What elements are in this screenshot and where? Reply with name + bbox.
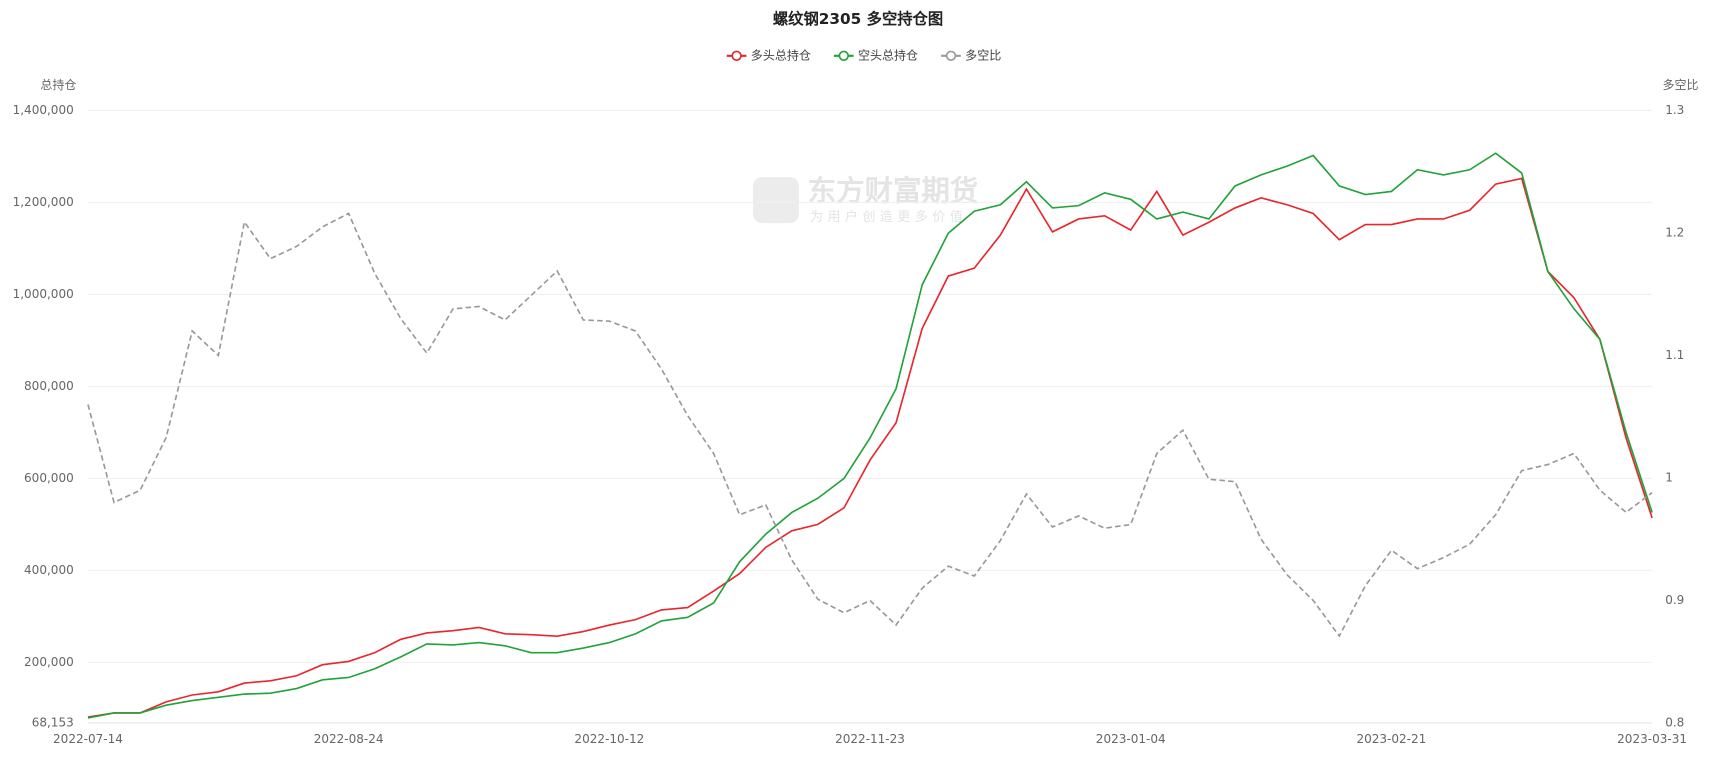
- x-tick-label: 2023-03-31: [1617, 732, 1687, 746]
- y2-tick-label: 1.3: [1665, 103, 1684, 117]
- series-line: [87, 212, 1653, 638]
- y2-tick-label: 1.2: [1665, 225, 1684, 239]
- y2-axis-title: 多空比: [1663, 78, 1699, 92]
- series-line: [87, 177, 1653, 718]
- x-tick-label: 2023-01-04: [1096, 732, 1166, 746]
- y-axis-title: 总持仓: [40, 77, 76, 92]
- y-tick-label: 1,000,000: [13, 287, 74, 301]
- y-tick-label: 68,153: [32, 715, 74, 729]
- y-tick-label: 400,000: [24, 563, 74, 577]
- y2-tick-label: 1.1: [1665, 348, 1684, 362]
- series-line: [87, 152, 1653, 719]
- x-tick-label: 2023-02-21: [1356, 732, 1426, 746]
- y-tick-label: 1,400,000: [13, 103, 74, 117]
- legend-marker: [945, 50, 957, 61]
- legend-item: 多空比: [941, 48, 1001, 62]
- legend-marker: [838, 50, 849, 61]
- legend-label: 空头总持仓: [858, 47, 918, 62]
- legend-item: 多头总持仓: [726, 47, 811, 62]
- legend-label: 多头总持仓: [751, 47, 811, 62]
- y2-tick-label: 0.9: [1665, 593, 1684, 607]
- y2-tick-label: 0.8: [1665, 715, 1684, 729]
- chart-title: 螺纹钢2305 多空持仓图: [773, 10, 943, 28]
- x-tick-label: 2022-07-14: [53, 732, 123, 746]
- x-tick-label: 2022-08-24: [314, 732, 384, 746]
- watermark-logo: [752, 177, 799, 224]
- x-tick-label: 2022-10-12: [574, 732, 644, 746]
- x-tick-label: 2022-11-23: [835, 732, 905, 746]
- legend-item: 空头总持仓: [833, 47, 918, 62]
- y2-tick-label: 1: [1665, 470, 1673, 484]
- watermark-sub: 为用户创造更多价值: [810, 208, 967, 225]
- y-tick-label: 200,000: [24, 655, 74, 669]
- legend-marker: [731, 50, 742, 61]
- y-tick-label: 800,000: [24, 379, 74, 393]
- y-tick-label: 1,200,000: [13, 195, 74, 209]
- y-tick-label: 600,000: [24, 471, 74, 485]
- legend-label: 多空比: [965, 48, 1001, 62]
